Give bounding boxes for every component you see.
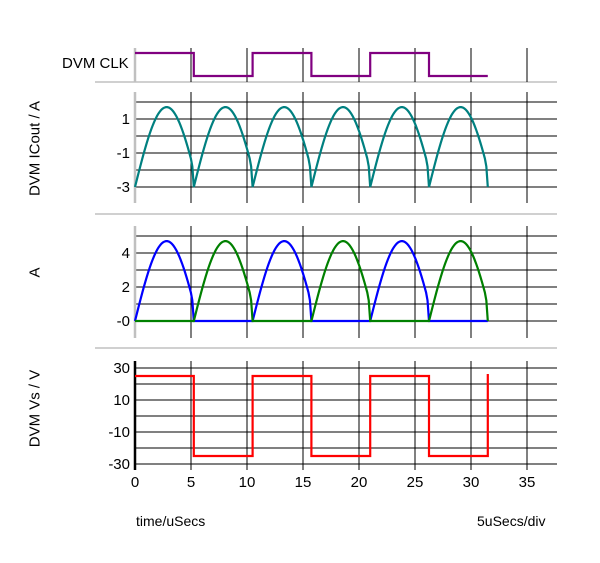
x-tick-label: 5: [187, 474, 195, 491]
y-tick-label: -3: [117, 179, 130, 196]
x-tick-label: 20: [351, 474, 368, 491]
x-axis-label: time/uSecs: [136, 513, 206, 529]
x-tick-label: 25: [407, 474, 424, 491]
series-i1: [133, 240, 488, 323]
y-tick-label: 10: [113, 392, 130, 409]
y-tick-label: -0: [117, 313, 130, 330]
y-tick-label: 4: [122, 245, 130, 262]
series-dvm-icout: [133, 106, 489, 188]
x-scale-label: 5uSecs/div: [477, 513, 546, 529]
y-tick-label: -30: [108, 456, 130, 473]
x-tick-label: 35: [519, 474, 536, 491]
y-tick-label: 1: [122, 111, 130, 128]
clk-label: DVM CLK: [62, 55, 129, 72]
y-tick-label: 2: [122, 279, 130, 296]
series-dvm-vs: [135, 374, 489, 458]
y-tick-label: 30: [113, 360, 130, 377]
series-dvm-clk: [135, 51, 488, 78]
y-tick-label: -1: [117, 145, 130, 162]
x-tick-label: 0: [131, 474, 139, 491]
diodes-y-label: A: [26, 267, 44, 278]
vs-y-label: DVM Vs / V: [26, 369, 44, 448]
icout-y-label: DVM ICout / A: [26, 100, 44, 197]
x-tick-label: 30: [463, 474, 480, 491]
x-tick-label: 10: [239, 474, 256, 491]
series-i2: [135, 240, 489, 323]
y-tick-label: -10: [108, 424, 130, 441]
x-tick-label: 15: [295, 474, 312, 491]
